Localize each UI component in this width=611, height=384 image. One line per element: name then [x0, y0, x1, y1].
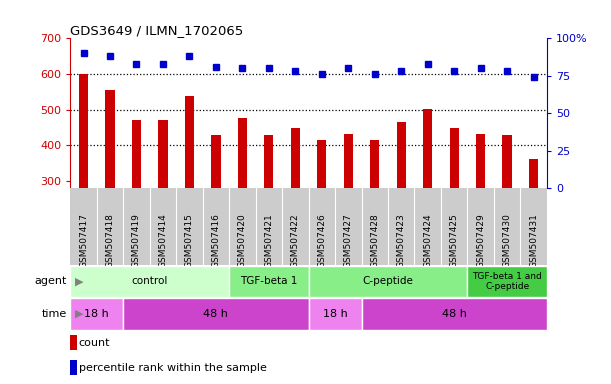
Bar	[370, 140, 379, 188]
Bar	[238, 118, 247, 188]
Text: count: count	[79, 338, 110, 348]
Text: 18 h: 18 h	[323, 309, 348, 319]
Bar	[467, 266, 547, 297]
Text: time: time	[42, 309, 67, 319]
Bar	[309, 298, 362, 329]
Text: 18 h: 18 h	[84, 309, 109, 319]
Bar	[79, 74, 88, 188]
Bar	[185, 96, 194, 188]
Bar	[317, 140, 326, 188]
Bar	[105, 90, 115, 188]
Bar	[264, 135, 274, 188]
Bar	[502, 135, 512, 188]
Bar	[70, 360, 78, 375]
Text: 48 h: 48 h	[203, 309, 229, 319]
Text: GDS3649 / ILMN_1702065: GDS3649 / ILMN_1702065	[70, 24, 244, 37]
Bar	[476, 134, 485, 188]
Bar	[450, 128, 459, 188]
Text: C-peptide: C-peptide	[362, 276, 414, 286]
Bar	[70, 335, 78, 350]
Bar	[70, 266, 229, 297]
Bar	[529, 159, 538, 188]
Bar	[362, 298, 547, 329]
Text: ▶: ▶	[75, 276, 84, 286]
Text: agent: agent	[35, 276, 67, 286]
Bar	[423, 109, 433, 188]
Bar	[158, 121, 167, 188]
Bar	[229, 266, 309, 297]
Bar	[309, 266, 467, 297]
Text: TGF-beta 1 and
C-peptide: TGF-beta 1 and C-peptide	[472, 271, 542, 291]
Bar	[291, 128, 300, 188]
Text: control: control	[131, 276, 168, 286]
Text: 48 h: 48 h	[442, 309, 467, 319]
Bar	[397, 122, 406, 188]
Bar	[343, 134, 353, 188]
Bar	[132, 121, 141, 188]
Text: TGF-beta 1: TGF-beta 1	[240, 276, 298, 286]
Bar	[123, 298, 309, 329]
Bar	[211, 135, 221, 188]
Text: percentile rank within the sample: percentile rank within the sample	[79, 362, 266, 373]
Text: ▶: ▶	[75, 309, 84, 319]
Bar	[70, 298, 123, 329]
